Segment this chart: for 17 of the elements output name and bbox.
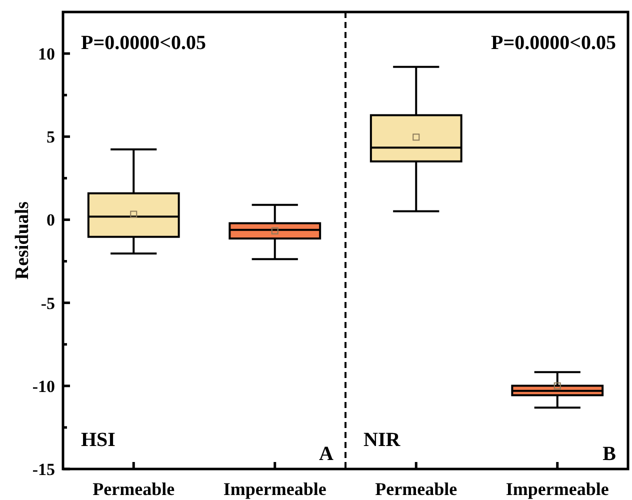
annotation: NIR [364, 429, 401, 451]
y-tick-label: -10 [32, 376, 55, 396]
annotation: P=0.0000<0.05 [81, 32, 206, 54]
annotation: A [319, 443, 334, 465]
annotation: HSI [81, 429, 116, 451]
y-tick-label: -5 [40, 294, 55, 313]
x-tick-label: Permeable [92, 479, 175, 499]
x-tick-label: Impermeable [506, 479, 609, 499]
x-tick-label: Permeable [375, 479, 458, 499]
y-tick-label: -15 [32, 460, 55, 479]
y-tick-label: 0 [46, 210, 55, 230]
annotation: P=0.0000<0.05 [490, 32, 616, 54]
y-tick-label: 5 [46, 128, 55, 147]
x-tick-label: Impermeable [223, 479, 326, 499]
annotation: B [602, 443, 616, 465]
y-axis-title: Residuals [12, 201, 33, 280]
y-tick-label: 10 [38, 44, 55, 64]
